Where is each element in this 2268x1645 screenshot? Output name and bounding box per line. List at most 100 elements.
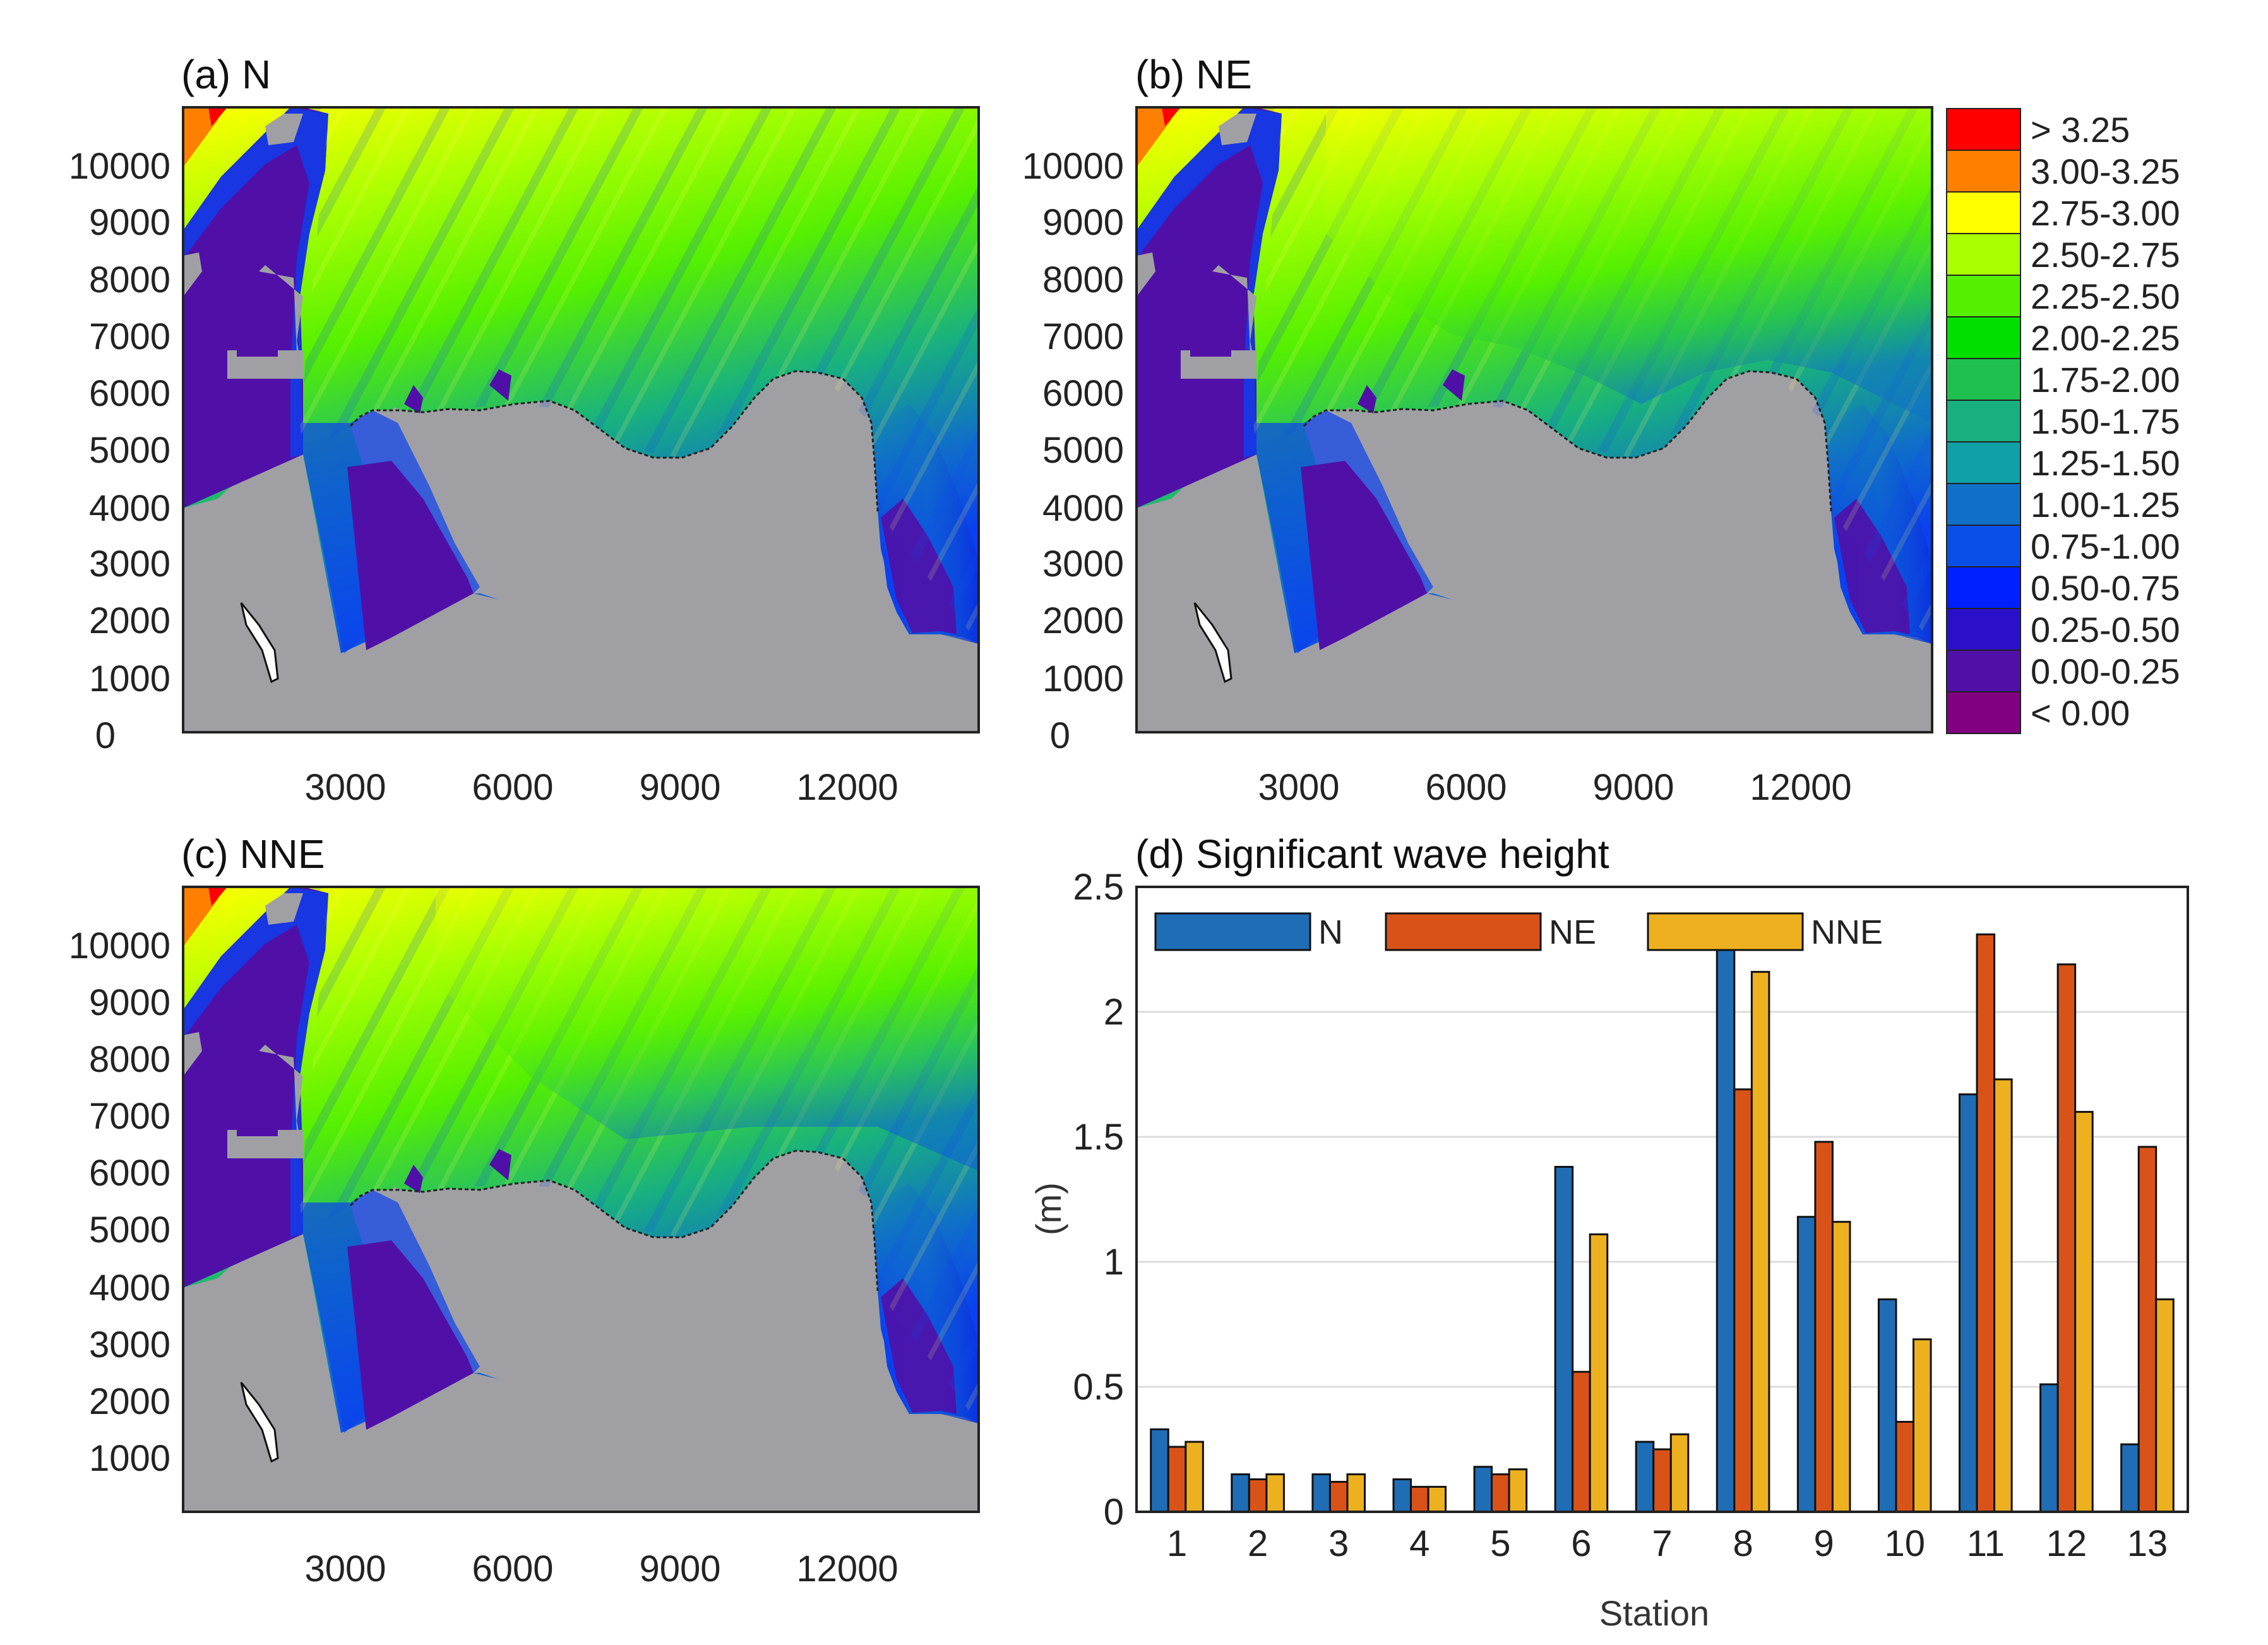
chart-frame: [1135, 886, 2189, 1513]
colorbar-label: 2.00-2.25: [2031, 318, 2180, 358]
y-tick-label: 1.5: [1073, 1117, 1124, 1158]
map-xtick: 3000: [1258, 767, 1339, 808]
x-tick-label: 7: [1652, 1523, 1672, 1564]
bar-N-1: [1150, 1428, 1169, 1513]
x-tick-label: 11: [1967, 1523, 2005, 1564]
map-ytick: 8000: [1042, 259, 1124, 300]
map-ytick: 3000: [1042, 543, 1124, 585]
bar-N-13: [2120, 1443, 2140, 1513]
bar-NNE-2: [1265, 1473, 1285, 1513]
map-xtick: 3000: [304, 1548, 386, 1589]
chart-title: (d) Significant wave height: [1135, 831, 1609, 877]
colorbar-swatch: [1946, 608, 2021, 651]
bar-N-8: [1716, 941, 1736, 1513]
bar-N-12: [2039, 1383, 2059, 1513]
map-ytick: 7000: [89, 1096, 170, 1137]
map-xtick: 6000: [1425, 767, 1507, 808]
map-xticks-c: 3000 6000 9000 12000: [304, 1548, 898, 1589]
legend-label-NE: NE: [1549, 913, 1596, 951]
colorbar-swatch: [1946, 191, 2021, 234]
bar-NE-11: [1976, 933, 1996, 1513]
colorbar-swatch: [1946, 566, 2021, 609]
x-tick-label: 8: [1733, 1523, 1753, 1564]
map-panel-c: (c) NNE 10000 9000 8000 7000 6000 5000 4…: [69, 831, 980, 1589]
y-tick-label: 1: [1104, 1242, 1124, 1283]
bar-N-4: [1392, 1478, 1412, 1513]
x-tick-label: 4: [1409, 1523, 1429, 1564]
colorbar: > 3.253.00-3.252.75-3.002.50-2.752.25-2.…: [1946, 108, 2180, 734]
bar-NNE-5: [1508, 1468, 1528, 1513]
x-tick-label: 1: [1167, 1523, 1187, 1564]
map-ytick: 4000: [1042, 488, 1124, 529]
map-ytick: 2000: [1042, 600, 1124, 641]
x-tick-label: 12: [2046, 1523, 2087, 1564]
y-tick-label: 2.5: [1073, 867, 1124, 908]
colorbar-label: 3.00-3.25: [2031, 151, 2180, 191]
legend-swatch-N: [1154, 912, 1311, 951]
bar-N-2: [1231, 1473, 1250, 1513]
map-ytick: 4000: [89, 1268, 170, 1309]
map-ytick: 2000: [89, 600, 170, 641]
colorbar-swatch: [1946, 691, 2021, 734]
bar-NE-13: [2137, 1146, 2158, 1513]
colorbar-swatch: [1946, 150, 2021, 193]
colorbar-label: 2.50-2.75: [2031, 235, 2180, 275]
bar-NE-2: [1248, 1478, 1268, 1513]
colorbar-swatch: [1946, 233, 2021, 276]
colorbar-label: 0.50-0.75: [2031, 568, 2180, 608]
colorbar-swatch: [1946, 358, 2021, 401]
legend-label-NNE: NNE: [1811, 913, 1883, 951]
map-ytick: 6000: [89, 1153, 170, 1194]
colorbar-swatch: [1946, 400, 2021, 442]
map-xtick: 3000: [304, 767, 386, 808]
map-ytick: 6000: [89, 373, 170, 414]
map-ytick: 8000: [89, 1039, 170, 1080]
legend-label-N: N: [1318, 913, 1343, 951]
map-xticks-a: 3000 6000 9000 12000: [304, 767, 898, 808]
bar-NNE-8: [1750, 971, 1770, 1513]
bar-NE-4: [1410, 1485, 1429, 1513]
y-tick-label: 2: [1104, 992, 1124, 1033]
bar-NNE-4: [1427, 1485, 1447, 1513]
colorbar-swatch: [1946, 525, 2021, 567]
map-ytick: 1000: [89, 658, 170, 699]
map-xtick: 12000: [796, 767, 898, 808]
map-xtick: 9000: [639, 767, 720, 808]
bar-NE-12: [2056, 963, 2077, 1513]
map-xtick: 12000: [796, 1548, 898, 1589]
colorbar-label: > 3.25: [2031, 110, 2130, 150]
y-tick-label: 0.5: [1073, 1367, 1124, 1408]
colorbar-label: 1.00-1.25: [2031, 485, 2180, 525]
colorbar-label: 0.25-0.50: [2031, 610, 2180, 650]
map-ytick: 6000: [1042, 373, 1124, 414]
colorbar-label: 1.50-1.75: [2031, 401, 2180, 441]
map-ytick: 10000: [69, 925, 170, 966]
map-ytick: 10000: [69, 146, 170, 187]
bar-N-10: [1877, 1298, 1897, 1513]
colorbar-label: 0.75-1.00: [2031, 526, 2180, 566]
map-ytick: 3000: [89, 1324, 170, 1365]
x-tick-label: 3: [1328, 1523, 1349, 1564]
map-panel-a: (a) N 10000 9000 8000 7000 6000 5000 400…: [69, 52, 980, 808]
bar-NNE-13: [2155, 1298, 2175, 1513]
bar-NNE-9: [1831, 1221, 1851, 1513]
bar-NE-8: [1733, 1088, 1753, 1513]
colorbar-swatch: [1946, 275, 2021, 318]
map-ytick: 9000: [89, 202, 170, 243]
x-tick-label: 2: [1248, 1523, 1268, 1564]
map-xtick: 6000: [472, 767, 553, 808]
map-title-c: (c) NNE: [181, 831, 325, 877]
bar-N-5: [1473, 1466, 1493, 1513]
x-tick-label: 13: [2127, 1523, 2168, 1564]
colorbar-label: 2.25-2.50: [2031, 276, 2180, 316]
map-yticks-a: 10000 9000 8000 7000 6000 5000 4000 3000…: [69, 146, 170, 756]
bar-NE-3: [1328, 1480, 1349, 1513]
bar-NE-7: [1652, 1448, 1672, 1513]
bar-N-11: [1959, 1093, 1978, 1513]
map-ytick: 7000: [89, 316, 170, 357]
bar-NNE-12: [2074, 1110, 2094, 1513]
colorbar-swatch: [1946, 650, 2021, 692]
map-ytick: 9000: [1042, 202, 1124, 243]
bar-NNE-6: [1589, 1233, 1609, 1513]
map-ytick: 4000: [89, 488, 170, 529]
